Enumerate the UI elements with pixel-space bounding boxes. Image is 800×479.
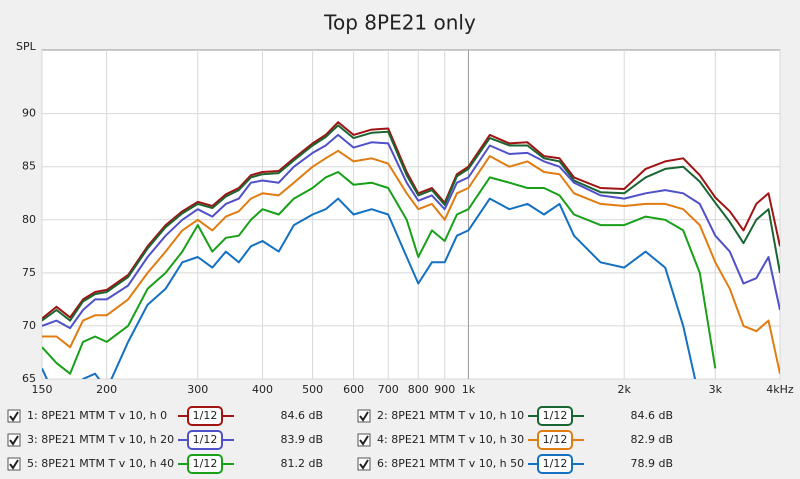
legend-level: 78.9 dB xyxy=(630,457,673,470)
smoothing-label: 1/12 xyxy=(543,409,568,422)
legend-level: 83.9 dB xyxy=(280,433,323,446)
smoothing-label: 1/12 xyxy=(543,433,568,446)
legend-label: 1: 8PE21 MTM T v 10, h 0 xyxy=(27,409,167,422)
legend-level: 84.6 dB xyxy=(630,409,673,422)
x-tick-label: 900 xyxy=(434,383,455,396)
x-tick-label: 600 xyxy=(343,383,364,396)
legend-label: 6: 8PE21 MTM T v 10, h 50 xyxy=(377,457,524,470)
y-axis-label: SPL xyxy=(16,40,37,53)
x-tick-label: 1k xyxy=(462,383,476,396)
y-tick-label: 65 xyxy=(22,372,36,385)
checkbox[interactable] xyxy=(357,409,371,423)
checkbox[interactable] xyxy=(7,409,21,423)
x-tick-label: 700 xyxy=(378,383,399,396)
smoothing-box xyxy=(537,454,573,474)
smoothing-box xyxy=(187,430,223,450)
smoothing-label: 1/12 xyxy=(193,433,218,446)
x-tick-label: 400 xyxy=(252,383,273,396)
series-line xyxy=(42,171,717,375)
x-tick-label: 150 xyxy=(32,383,53,396)
x-tick-label: 3k xyxy=(709,383,723,396)
checkbox-tick xyxy=(359,459,369,470)
checkbox[interactable] xyxy=(357,457,371,471)
smoothing-label: 1/12 xyxy=(543,457,568,470)
checkbox-tick xyxy=(359,435,369,446)
y-tick-label: 80 xyxy=(22,213,36,226)
checkbox-tick xyxy=(9,411,19,422)
checkbox[interactable] xyxy=(7,433,21,447)
legend-level: 82.9 dB xyxy=(630,433,673,446)
legend-level: 81.2 dB xyxy=(280,457,323,470)
smoothing-box xyxy=(537,430,573,450)
y-tick-label: 85 xyxy=(22,160,36,173)
checkbox[interactable] xyxy=(7,457,21,471)
x-tick-label: 2k xyxy=(618,383,632,396)
legend-label: 4: 8PE21 MTM T v 10, h 30 xyxy=(377,433,524,446)
smoothing-box xyxy=(187,406,223,426)
x-tick-label: 800 xyxy=(408,383,429,396)
x-tick-label: 300 xyxy=(187,383,208,396)
y-tick-label: 75 xyxy=(22,266,36,279)
x-tick-label: 500 xyxy=(302,383,323,396)
chart-title: Top 8PE21 only xyxy=(323,11,476,35)
x-tick-label: 4kHz xyxy=(766,383,794,396)
checkbox[interactable] xyxy=(357,433,371,447)
checkbox-tick xyxy=(9,459,19,470)
series-line xyxy=(42,149,780,374)
series-line xyxy=(42,133,780,330)
x-tick-label: 200 xyxy=(96,383,117,396)
smoothing-box xyxy=(187,454,223,474)
series-line xyxy=(42,124,780,322)
y-tick-label: 70 xyxy=(22,319,36,332)
smoothing-label: 1/12 xyxy=(193,457,218,470)
checkbox-tick xyxy=(359,411,369,422)
legend-label: 3: 8PE21 MTM T v 10, h 20 xyxy=(27,433,174,446)
legend-label: 2: 8PE21 MTM T v 10, h 10 xyxy=(377,409,524,422)
smoothing-box xyxy=(537,406,573,426)
legend-label: 5: 8PE21 MTM T v 10, h 40 xyxy=(27,457,174,470)
legend-level: 84.6 dB xyxy=(280,409,323,422)
checkbox-tick xyxy=(9,435,19,446)
series-line xyxy=(42,197,697,379)
y-tick-label: 90 xyxy=(22,107,36,120)
smoothing-label: 1/12 xyxy=(193,409,218,422)
series-line xyxy=(42,121,780,320)
plot-area xyxy=(41,49,781,380)
